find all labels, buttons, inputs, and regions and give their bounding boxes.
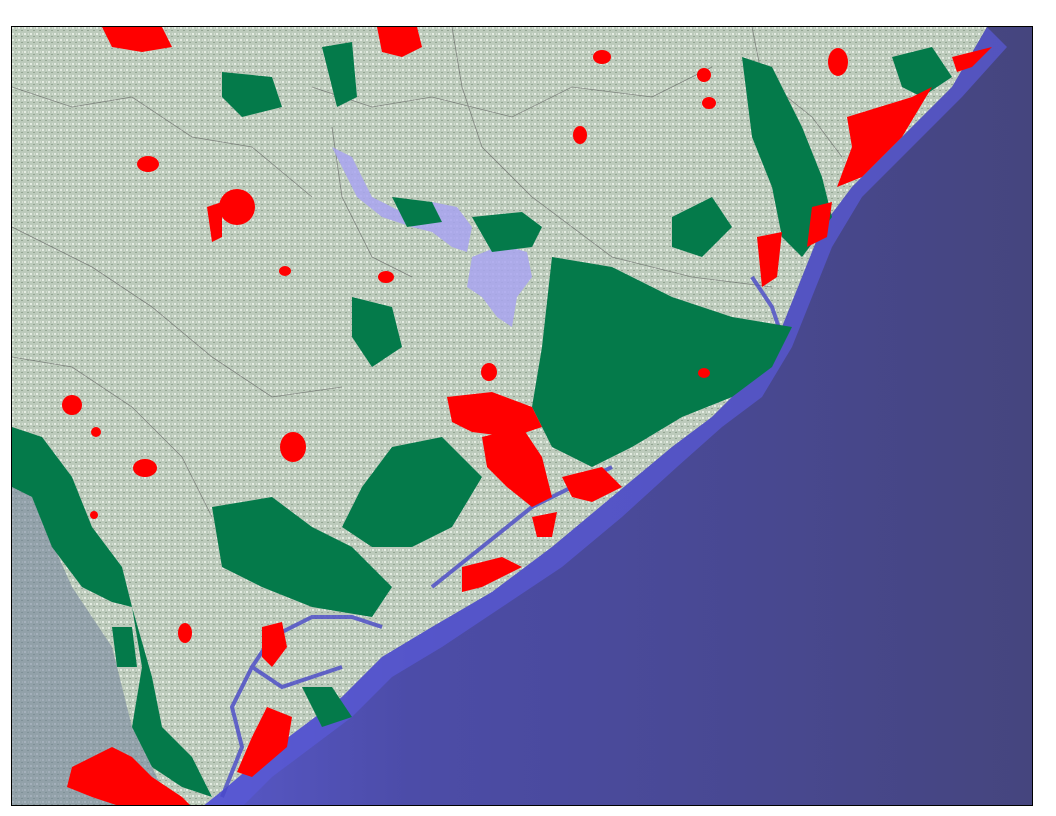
ocean xyxy=(204,27,1032,805)
satellite-map[interactable] xyxy=(11,26,1033,806)
lake-moultrie xyxy=(467,245,532,327)
green-areas xyxy=(12,42,952,797)
map-canvas xyxy=(12,27,1032,805)
red-areas xyxy=(62,27,992,805)
georgia-land xyxy=(12,467,180,805)
lake-marion xyxy=(332,147,472,252)
lakes xyxy=(332,147,532,327)
